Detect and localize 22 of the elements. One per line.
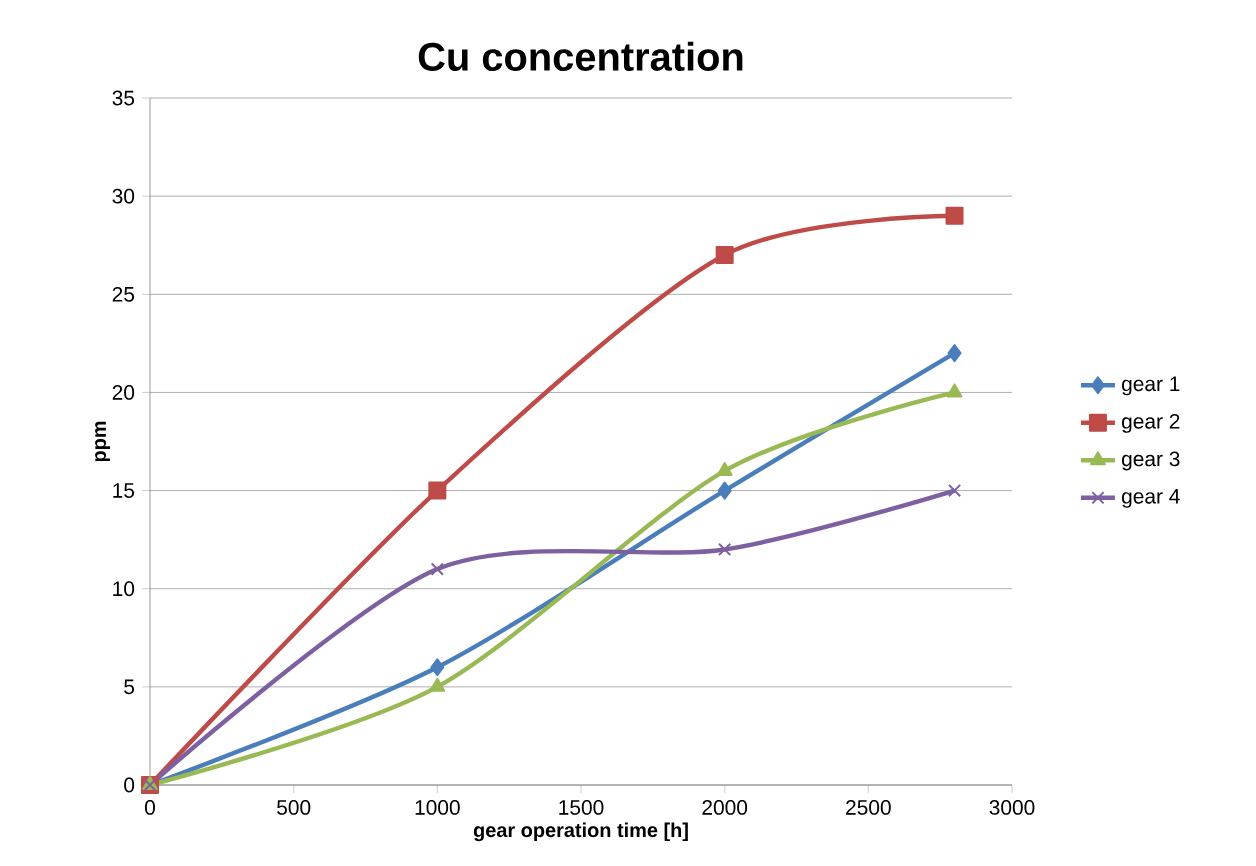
- y-axis-title: ppm: [95, 421, 110, 462]
- y-tick-label: 5: [124, 679, 135, 695]
- legend-label: gear 3: [1122, 451, 1180, 471]
- x-tick-label: 1500: [559, 800, 604, 815]
- x-tick-label: 500: [277, 800, 311, 815]
- y-tick-label: 0: [124, 777, 135, 793]
- legend-label: gear 2: [1122, 413, 1180, 433]
- y-tick-label: 35: [112, 90, 135, 106]
- x-tick-label: 1000: [415, 800, 460, 815]
- x-tick-label: 2500: [846, 800, 891, 815]
- y-tick-label: 15: [113, 483, 135, 498]
- x-axis-title: gear operation time [h]: [473, 822, 688, 842]
- y-tick-label: 20: [112, 385, 135, 400]
- chart-title: Cu concentration: [418, 41, 743, 71]
- y-tick-label: 30: [112, 188, 135, 204]
- y-tick-label: 25: [112, 286, 135, 302]
- x-tick-label: 0: [145, 800, 155, 815]
- x-tick-label: 3000: [989, 800, 1035, 815]
- legend-label: gear 4: [1122, 489, 1180, 508]
- y-tick-label: 10: [113, 581, 135, 597]
- x-tick-label: 2000: [702, 800, 748, 815]
- legend-label: gear 1: [1122, 376, 1180, 396]
